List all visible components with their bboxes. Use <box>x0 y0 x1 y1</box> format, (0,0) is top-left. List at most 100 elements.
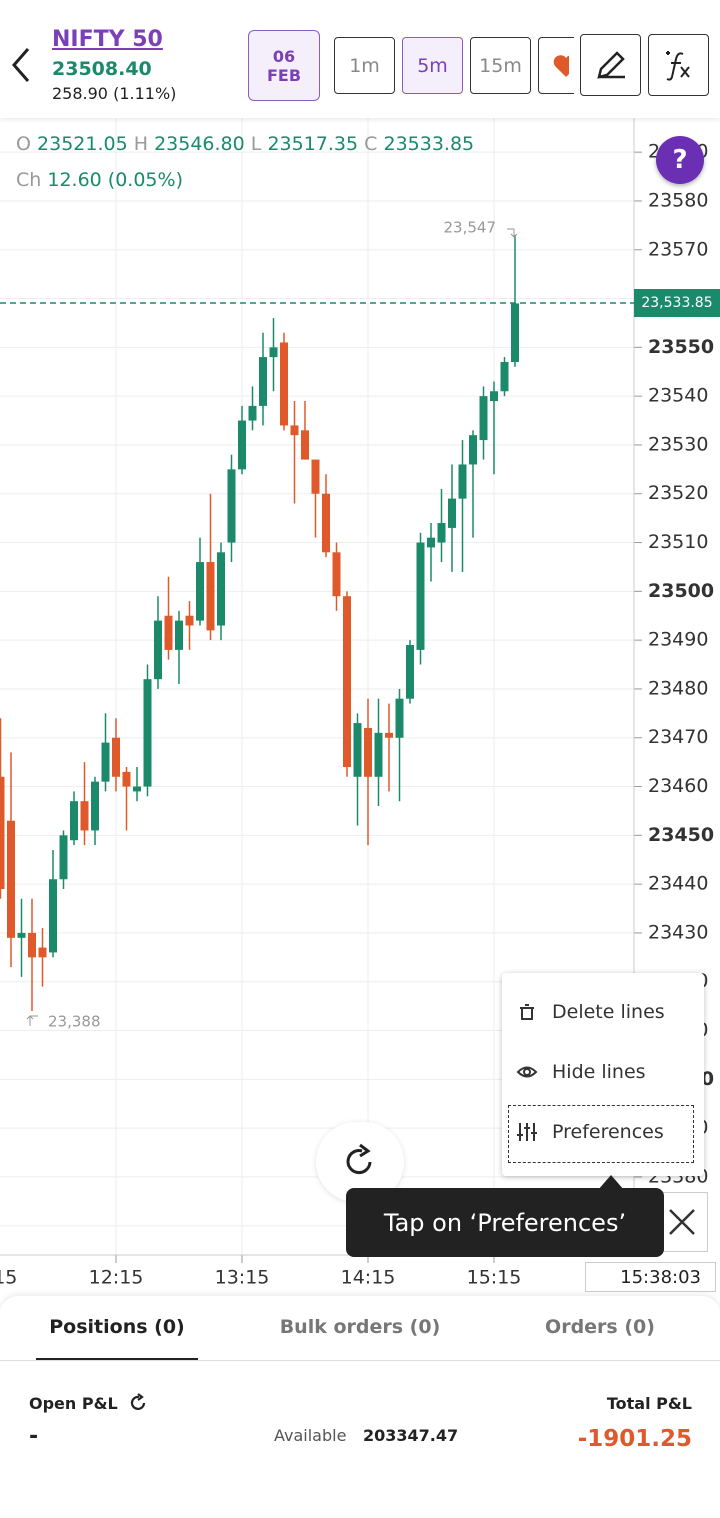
tooltip-arrow <box>598 1175 624 1190</box>
y-tick-label: 23440 <box>648 873 708 895</box>
ohlc-value: 23546.80 <box>154 133 245 155</box>
ohlc-label: Ch <box>16 169 42 191</box>
change: 258.90 (1.11%) <box>52 84 176 103</box>
open-pnl: Open P&L <box>29 1393 148 1413</box>
ohlc-label: C <box>364 133 378 155</box>
change-bar: Ch 12.60 (0.05%) <box>16 169 183 191</box>
candle-body <box>406 645 414 699</box>
candle-body <box>490 391 498 402</box>
date-button[interactable]: 06 FEB <box>248 30 320 101</box>
candle-body <box>227 469 236 543</box>
candle-body <box>248 405 257 421</box>
header: NIFTY 50 23508.40 258.90 (1.11%) 06 FEB 1… <box>0 0 720 118</box>
candle-body <box>280 342 288 426</box>
back-button[interactable] <box>8 45 34 85</box>
candle-body <box>437 523 446 543</box>
date-day: 06 <box>272 46 296 66</box>
candle-body <box>185 615 194 626</box>
tooltip: Tap on ‘Preferences’ <box>346 1188 664 1257</box>
help-button[interactable]: ? <box>656 136 704 184</box>
low-marker: 23,388 <box>48 1013 101 1031</box>
candle-body <box>322 493 330 553</box>
candle-body <box>448 498 456 528</box>
menu-item[interactable]: Delete lines <box>516 1001 665 1023</box>
candle-body <box>196 562 204 621</box>
pencil-icon <box>596 51 625 79</box>
candle-body <box>469 435 477 465</box>
interval-button[interactable]: 15m <box>470 37 531 94</box>
close-icon <box>668 1209 695 1235</box>
candle-body <box>458 464 467 499</box>
candle-body <box>206 562 215 631</box>
bottom-panel: Positions (0) Bulk orders (0) Orders (0)… <box>0 1296 720 1518</box>
tab-underline <box>36 1358 198 1361</box>
ohlc-label: L <box>250 133 262 155</box>
y-tick-label: 23520 <box>648 482 708 504</box>
clock: 15:38:03 <box>585 1262 716 1292</box>
total-pnl-value: -1901.25 <box>577 1426 692 1452</box>
menu-item[interactable]: Hide lines <box>516 1061 646 1083</box>
price: 23508.40 <box>52 58 152 80</box>
candle-body <box>374 732 383 777</box>
candle-body <box>38 947 47 958</box>
menu-item-label: Hide lines <box>552 1061 646 1083</box>
refresh-icon <box>346 1143 372 1175</box>
candle-body <box>343 596 351 768</box>
y-tick-label: 23570 <box>648 238 708 260</box>
plot-area <box>0 118 634 1255</box>
ohlc-label: O <box>16 133 31 155</box>
candle-body <box>301 430 309 460</box>
fx-icon <box>665 51 690 81</box>
candle-body <box>143 679 152 787</box>
highlight-box <box>508 1105 694 1163</box>
y-tick-label: 23470 <box>648 726 708 748</box>
date-month: FEB <box>266 65 302 85</box>
y-tick-label: 23540 <box>648 385 708 407</box>
tab[interactable]: Orders (0) <box>545 1316 655 1338</box>
interval-button[interactable]: 5m <box>402 37 463 94</box>
indicator-button[interactable] <box>648 34 709 96</box>
candle-body <box>154 620 162 680</box>
menu-item-label: Preferences <box>552 1121 664 1143</box>
price-label: 23,533.85 <box>641 295 712 311</box>
y-tick-label: 23450 <box>648 824 714 846</box>
candle-body <box>17 932 26 938</box>
candle-body <box>511 303 519 362</box>
candle-body <box>416 542 425 650</box>
menu-item[interactable]: Preferences <box>516 1121 664 1143</box>
y-tick-label: 23430 <box>648 921 708 943</box>
candle-body <box>175 620 183 650</box>
candle-body <box>479 396 488 441</box>
candle-body <box>427 537 435 548</box>
candle-body <box>311 459 320 494</box>
ohlc-value: 23517.35 <box>267 133 359 155</box>
candle-body <box>385 732 393 738</box>
divider <box>0 1360 720 1361</box>
open-pnl-label: Open P&L <box>29 1393 118 1413</box>
tab[interactable]: Positions (0) <box>49 1316 185 1338</box>
x-tick-label: 14:15 <box>341 1267 396 1289</box>
heart-icon <box>553 54 569 77</box>
ohlc-value: 12.60 (0.05%) <box>47 169 183 191</box>
candle-body <box>500 361 509 392</box>
candle-body <box>238 420 246 470</box>
high-marker: 23,547 <box>444 219 497 237</box>
eye-icon <box>516 1066 538 1078</box>
watchlist-button[interactable] <box>538 37 574 94</box>
open-pnl-value: - <box>29 1424 39 1449</box>
tab[interactable]: Bulk orders (0) <box>279 1316 441 1338</box>
available-value: 203347.47 <box>363 1426 459 1445</box>
candle-body <box>112 737 120 777</box>
y-tick-label: 23580 <box>648 189 708 211</box>
candle-body <box>7 820 15 938</box>
symbol[interactable]: NIFTY 50 <box>52 27 163 52</box>
draw-button[interactable] <box>580 34 641 96</box>
interval-button[interactable]: 1m <box>334 37 395 94</box>
y-tick-label: 23490 <box>648 629 708 651</box>
candle-body <box>259 357 267 406</box>
refresh-icon[interactable] <box>128 1393 148 1413</box>
candle-body <box>364 727 372 777</box>
y-tick-label: 23550 <box>648 336 714 358</box>
candle-body <box>80 801 89 831</box>
